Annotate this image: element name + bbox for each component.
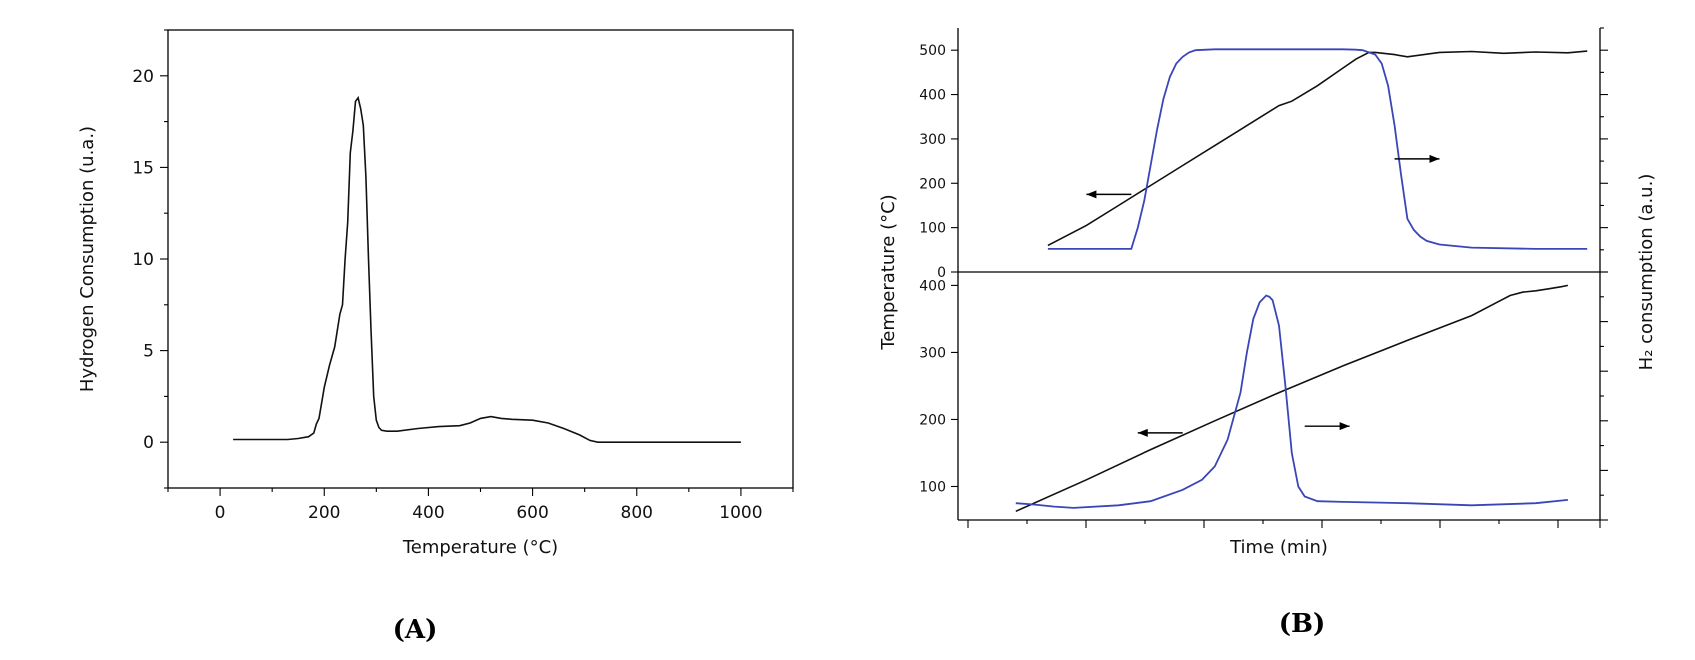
series-line (1015, 294, 1568, 509)
axis-arrow-head (1429, 154, 1440, 163)
caption-b: (B) (1279, 609, 1326, 639)
x-tick-label: 0 (215, 503, 226, 523)
x-tick-label: 600 (516, 503, 548, 523)
chart-a: 0 200 400 600 800 1000 0 5 10 15 20 Temperature (°C… (77, 29, 794, 645)
panel-top: 0 100 200 300 400 500 (919, 27, 1608, 281)
chart-a-frame (167, 29, 794, 489)
y-tick-label: 5 (143, 342, 154, 362)
panel-bottom: 100 200 300 400 (919, 271, 1608, 521)
y-axis-title-left: Temperature (°C) (878, 194, 899, 350)
y-tick-label: 20 (132, 67, 154, 87)
y-axis-title: Hydrogen Consumption (u.a.) (77, 126, 98, 392)
x-tick-label: 200 (308, 503, 340, 523)
left-y-tick-label: 400 (919, 278, 946, 294)
left-y-tick-label: 300 (919, 345, 946, 361)
y-tick-label: 15 (132, 158, 154, 178)
series-line (1015, 284, 1569, 513)
axis-arrow-head (1137, 428, 1148, 437)
axis-arrow-head (1086, 190, 1097, 199)
axis-arrow-head (1339, 422, 1350, 431)
left-y-tick-label: 500 (919, 43, 946, 59)
y-tick-label: 10 (132, 250, 154, 270)
series-line (1047, 50, 1588, 247)
x-axis-title: Time (min) (1229, 537, 1328, 558)
left-y-tick-label: 400 (919, 88, 946, 104)
x-axis-title: Temperature (°C) (402, 537, 558, 558)
y-axis-title-right: H₂ consumption (a.u.) (1636, 174, 1657, 371)
left-y-tick-label: 100 (919, 221, 946, 237)
left-y-tick-label: 200 (919, 412, 946, 428)
x-tick-label: 1000 (719, 503, 762, 523)
left-y-tick-label: 100 (919, 479, 946, 495)
series-line (1047, 48, 1588, 250)
caption-a: (A) (393, 615, 438, 645)
left-y-tick-label: 200 (919, 176, 946, 192)
left-y-tick-label: 300 (919, 132, 946, 148)
x-tick-label: 400 (412, 503, 444, 523)
y-tick-label: 0 (143, 433, 154, 453)
x-tick-label: 800 (621, 503, 653, 523)
left-y-tick-label: 0 (937, 265, 946, 281)
series-line (233, 95, 741, 443)
chart-b: 0 100 200 300 400 500 100 200 300 400 Time (min) Te… (878, 27, 1657, 639)
